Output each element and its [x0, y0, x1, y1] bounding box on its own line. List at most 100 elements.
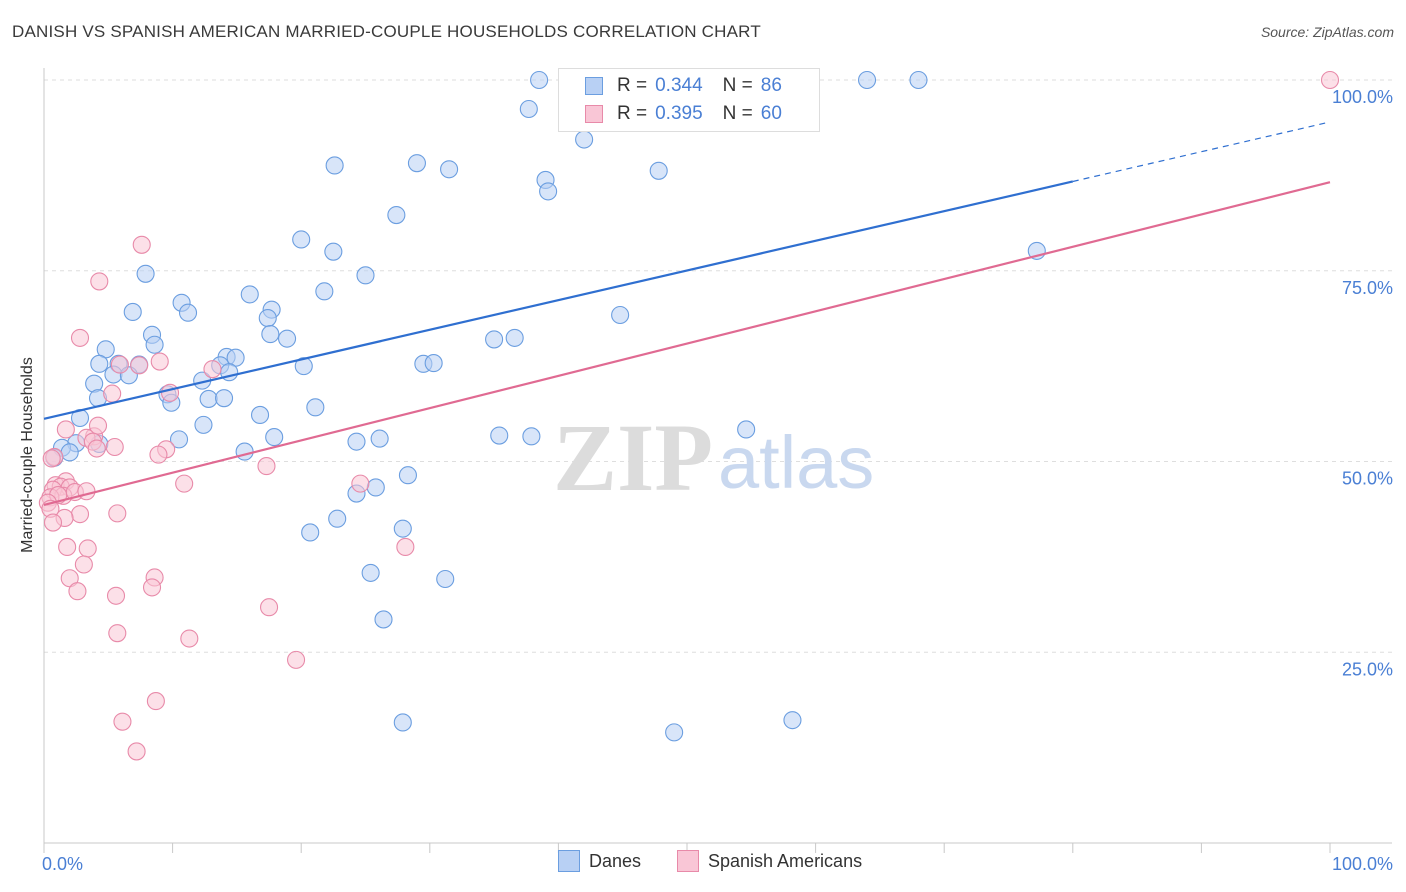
point-danes — [194, 415, 213, 434]
point-danes — [258, 309, 277, 328]
point-spanish-americans — [113, 712, 132, 731]
data-points — [38, 70, 1340, 761]
legend-swatch-spanish-americans — [677, 850, 699, 872]
point-danes — [361, 563, 380, 582]
point-danes — [123, 302, 142, 322]
point-spanish-americans — [257, 457, 276, 476]
legend-swatch-danes — [558, 850, 580, 872]
point-spanish-americans — [90, 272, 109, 291]
point-danes — [294, 357, 313, 376]
point-danes — [393, 519, 412, 538]
point-danes — [485, 330, 504, 349]
chart-title: DANISH VS SPANISH AMERICAN MARRIED-COUPL… — [12, 22, 761, 41]
point-spanish-americans — [88, 416, 108, 435]
point-danes — [292, 230, 311, 249]
trend-lines — [43, 121, 1331, 507]
point-danes — [178, 303, 198, 322]
point-spanish-americans — [396, 537, 415, 557]
point-spanish-americans — [1320, 70, 1340, 90]
point-danes — [370, 429, 389, 448]
point-danes — [519, 99, 538, 119]
point-spanish-americans — [351, 474, 370, 493]
r-label: R = — [617, 75, 648, 96]
watermark-zip: ZIP — [553, 404, 713, 511]
point-danes — [240, 285, 259, 304]
point-danes — [366, 478, 385, 497]
point-spanish-americans — [110, 355, 129, 374]
stats-row-danes: R = 0.344 N = 86 — [585, 73, 782, 99]
point-danes — [278, 329, 297, 348]
point-spanish-americans — [68, 582, 87, 601]
point-spanish-americans — [203, 360, 222, 379]
y-tick-label: 100.0% — [1332, 87, 1393, 107]
point-danes — [250, 405, 270, 425]
point-spanish-americans — [132, 235, 151, 254]
point-spanish-americans — [287, 650, 306, 669]
point-spanish-americans — [180, 629, 199, 648]
point-danes — [90, 354, 109, 373]
point-danes — [60, 443, 79, 462]
y-tick-label: 50.0% — [1342, 469, 1393, 489]
point-danes — [398, 466, 417, 485]
point-danes — [539, 182, 558, 201]
r-value: 0.344 — [655, 75, 703, 96]
point-danes — [407, 154, 426, 173]
point-danes — [374, 610, 393, 629]
x-tick-label: 0.0% — [42, 854, 83, 874]
point-danes — [575, 130, 594, 149]
point-spanish-americans — [108, 624, 127, 643]
point-danes — [387, 206, 406, 225]
point-spanish-americans — [146, 692, 165, 711]
point-danes — [356, 266, 375, 285]
legend-label-spanish-americans: Spanish Americans — [708, 850, 863, 871]
point-danes — [261, 325, 280, 344]
point-danes — [265, 428, 284, 447]
point-danes — [393, 713, 412, 732]
n-label: N = — [722, 103, 753, 124]
trend-line-spanish-americans — [43, 181, 1331, 507]
point-spanish-americans — [105, 437, 124, 457]
point-spanish-americans — [77, 482, 96, 501]
y-tick-label: 25.0% — [1342, 659, 1393, 679]
legend-item-spanish-americans[interactable]: Spanish Americans — [677, 850, 862, 872]
point-danes — [347, 432, 366, 451]
grid-lines — [44, 79, 1392, 653]
stats-row-spanish: R = 0.395 N = 60 — [585, 101, 782, 127]
n-label: N = — [722, 75, 753, 96]
source-label: Source: ZipAtlas.com — [1260, 24, 1394, 40]
stats-box: R = 0.344 N = 86 R = 0.395 N = 60 — [558, 68, 820, 132]
point-spanish-americans — [43, 513, 63, 532]
point-danes — [611, 305, 630, 325]
point-danes — [315, 282, 334, 301]
point-danes — [306, 398, 325, 417]
point-danes — [145, 335, 164, 354]
n-value: 60 — [760, 103, 782, 124]
tick-labels: 25.0% 50.0% 75.0% 100.0% 0.0% 100.0% — [42, 87, 1393, 874]
point-spanish-americans — [87, 439, 106, 458]
point-danes — [424, 354, 443, 373]
point-danes — [857, 70, 877, 90]
legend-item-danes[interactable]: Danes — [558, 850, 641, 872]
r-label: R = — [617, 103, 648, 124]
point-spanish-americans — [142, 578, 162, 597]
danes-swatch — [585, 77, 603, 95]
point-danes — [436, 569, 455, 589]
point-danes — [530, 70, 549, 90]
legend-label-danes: Danes — [589, 850, 642, 871]
point-spanish-americans — [103, 384, 122, 403]
point-spanish-americans — [70, 505, 90, 524]
point-danes — [325, 156, 344, 175]
y-axis-label: Married-couple Households — [19, 357, 36, 553]
point-danes — [490, 426, 509, 445]
point-spanish-americans — [130, 356, 149, 375]
watermark: ZIP atlas — [553, 404, 874, 511]
x-tick-label: 100.0% — [1332, 854, 1393, 874]
trend-line-extension-danes — [1072, 121, 1331, 183]
point-danes — [909, 70, 928, 90]
point-spanish-americans — [149, 445, 168, 464]
point-danes — [214, 389, 234, 408]
point-spanish-americans — [108, 504, 127, 523]
point-danes — [235, 442, 254, 461]
point-spanish-americans — [150, 352, 169, 371]
